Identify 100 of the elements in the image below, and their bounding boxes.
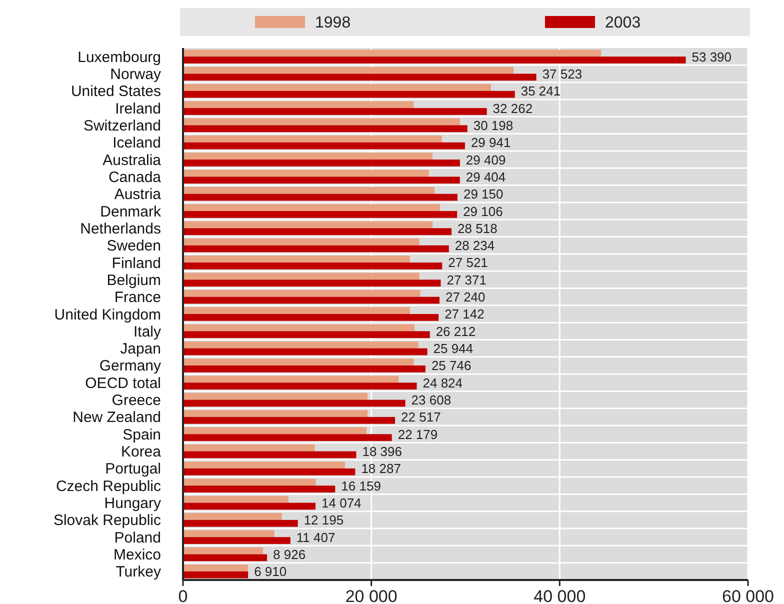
bar [183,400,406,407]
data-label: 16 159 [341,478,381,494]
x-tick-label: 20 000 [345,587,398,604]
y-tick-label: Iceland [112,134,161,152]
bar [183,238,420,246]
bar [183,56,686,64]
bar [183,108,487,115]
data-label: 29 404 [466,169,506,184]
legend-label: 2003 [605,14,641,32]
bar [183,324,415,332]
legend-label: 1998 [315,14,351,32]
bar [183,262,442,270]
y-tick-label: Poland [114,529,161,546]
bar [183,187,434,194]
data-label: 6 910 [254,564,287,580]
bar [183,427,367,434]
bar [183,152,433,160]
data-label: 29 150 [463,186,504,202]
y-tick-label: Australia [102,152,162,169]
bar [183,256,410,263]
bar [183,272,420,280]
bar [183,502,316,510]
data-label: 8 926 [273,546,306,562]
y-tick-label: OECD total [85,374,161,392]
data-label: 29 941 [470,135,511,150]
y-tick-label: Italy [133,323,162,340]
bar [183,410,368,417]
bar [183,564,248,572]
data-label: 27 142 [444,306,484,322]
bar [183,547,264,554]
bar [183,90,515,98]
data-label: 12 195 [304,512,344,528]
bar [183,314,439,321]
bar [183,530,274,538]
bar [183,554,268,562]
y-tick-label: Spain [122,426,161,444]
y-tick-label: United States [70,83,161,100]
data-label: 22 179 [398,426,438,442]
data-label: 29 106 [463,204,503,219]
bar [183,245,449,252]
data-label: 30 198 [473,118,514,133]
data-label: 26 212 [436,324,476,339]
x-tick-label: 0 [178,587,188,604]
bar [183,84,491,91]
bar [183,341,418,348]
bar [183,496,288,503]
bar [183,444,315,452]
data-label: 27 371 [446,272,487,288]
bar [183,194,458,201]
bar [183,125,468,132]
data-label: 37 523 [542,66,582,82]
bar [183,160,460,166]
bar [183,280,441,287]
data-label: 28 234 [454,238,495,254]
y-tick-label: Netherlands [80,220,161,238]
data-label: 28 518 [458,220,498,236]
y-tick-label: Canada [108,168,162,186]
y-tick-label: Germany [99,358,162,375]
data-label: 22 517 [401,410,441,425]
y-tick-label: Sweden [106,238,161,255]
data-label: 14 074 [322,496,362,511]
bar [183,348,428,356]
bar [183,307,410,314]
bar [183,101,414,108]
bar [183,520,298,527]
data-label: 18 396 [362,444,402,460]
y-tick-label: Hungary [104,495,162,512]
y-tick-label: Slovak Republic [53,512,162,530]
bar [183,468,356,476]
data-label: 25 944 [433,341,474,356]
bar [183,50,602,57]
y-tick-label: Denmark [100,203,162,220]
data-label: 35 241 [520,84,561,99]
data-label: 24 824 [422,375,463,390]
bar [183,392,368,400]
y-tick-label: Czech Republic [56,478,162,495]
y-tick-label: France [114,289,161,306]
data-label: 18 287 [361,461,401,476]
bar [183,211,458,218]
bar [183,66,514,74]
y-tick-label: Austria [114,186,162,204]
y-tick-label: Switzerland [83,117,161,134]
bar [183,365,426,372]
bar [183,571,248,578]
bar [183,118,460,126]
bar [183,170,429,177]
bar [183,376,399,383]
data-label: 29 409 [466,152,506,168]
data-label: 53 390 [692,49,732,64]
bar [183,434,392,441]
data-label: 27 240 [446,290,486,305]
bar [183,462,345,468]
y-tick-label: United Kingdom [54,306,161,324]
bar [183,296,440,304]
bar [183,358,414,366]
bar [183,513,282,520]
y-tick-label: Belgium [106,272,161,289]
y-tick-label: Japan [120,340,161,358]
bar [183,382,417,390]
y-tick-label: Greece [112,392,161,410]
